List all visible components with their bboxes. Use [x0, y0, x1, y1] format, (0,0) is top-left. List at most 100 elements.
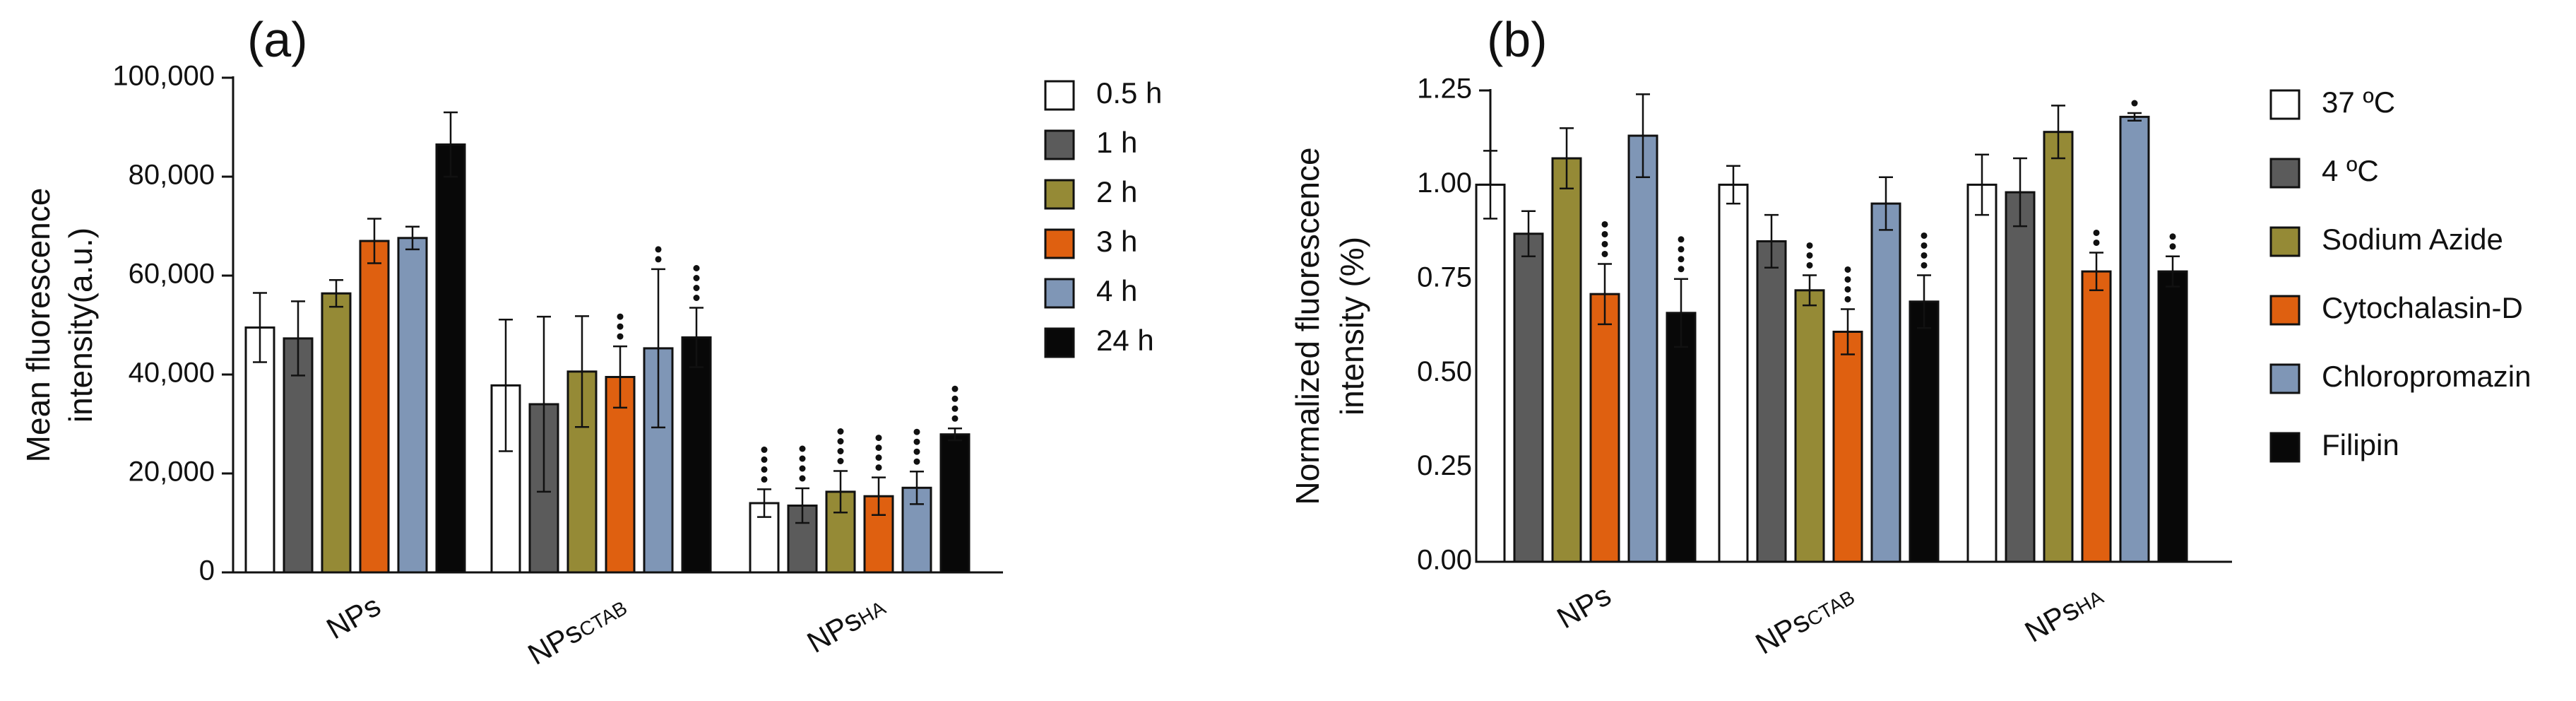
significance-dot — [2169, 233, 2176, 240]
significance-dot — [1678, 266, 1685, 273]
significance-dot — [1921, 242, 1928, 249]
y-tick-label: 0 — [199, 555, 215, 587]
significance-dot — [655, 246, 662, 253]
bar — [2043, 131, 2074, 563]
significance-dot — [875, 444, 882, 452]
bar — [2119, 115, 2150, 563]
bar — [1909, 300, 1940, 563]
significance-dot — [1806, 252, 1813, 259]
x-tick-label-main: NPs — [321, 589, 386, 645]
significance-dot — [799, 455, 806, 462]
significance-dot — [617, 323, 624, 330]
significance-dot — [837, 458, 844, 464]
significance-dot — [1678, 256, 1685, 263]
panel-label: (a) — [247, 12, 308, 67]
bar — [435, 143, 466, 574]
bar — [283, 337, 314, 574]
significance-dot — [875, 454, 882, 461]
legend-label: Filipin — [2322, 428, 2399, 461]
bar — [939, 433, 971, 574]
significance-dot — [1921, 232, 1928, 239]
legend-swatch — [2269, 158, 2301, 189]
significance-dot — [951, 385, 958, 392]
significance-dot — [761, 466, 768, 473]
significance-dot — [1844, 295, 1851, 302]
bar — [1589, 293, 1620, 563]
significance-dot — [761, 476, 768, 483]
legend-swatch — [1044, 327, 1075, 358]
legend-swatch — [1044, 278, 1075, 309]
bar — [244, 326, 275, 574]
panel-label: (b) — [1487, 12, 1548, 67]
significance-dot — [693, 265, 700, 271]
significance-dot — [693, 275, 700, 281]
legend-swatch — [1044, 228, 1075, 259]
significance-dot — [799, 445, 806, 452]
legend-swatch — [2269, 363, 2301, 394]
significance-dot — [913, 438, 920, 445]
bar — [1832, 331, 1863, 563]
chart-panel-a: (a) Mean fluorescence intensity(a.u.) 0 20,0… — [20, 12, 1162, 671]
y-tick-label: 80,000 — [129, 160, 215, 191]
significance-dot — [1806, 261, 1813, 269]
legend-swatch — [2269, 226, 2301, 257]
legend-swatch — [2269, 295, 2301, 326]
y-tick-label: 100,000 — [112, 61, 215, 92]
significance-dot — [617, 313, 624, 320]
bar — [1627, 134, 1658, 563]
significance-dot — [951, 415, 958, 422]
significance-dot — [951, 405, 958, 412]
significance-dot — [837, 428, 844, 435]
y-tick-label: 1.00 — [1417, 167, 1472, 199]
bar — [681, 336, 712, 574]
bar — [2081, 270, 2112, 563]
bar — [359, 240, 390, 574]
significance-dot — [1844, 285, 1851, 293]
legend-swatch — [2269, 89, 2301, 120]
legend-swatch — [1044, 179, 1075, 210]
significance-dot — [799, 475, 806, 482]
legend-label: 1 h — [1096, 126, 1137, 159]
bar — [1475, 183, 1506, 563]
bar — [1756, 240, 1787, 563]
legend-swatch — [1044, 129, 1075, 160]
legend-label: Sodium Azide — [2322, 223, 2503, 256]
significance-dot — [837, 438, 844, 444]
bar — [1551, 157, 1582, 563]
x-tick-label-subscript: CTAB — [576, 596, 631, 641]
y-axis-title-line: intensity(a.u.) — [62, 228, 99, 423]
x-tick-label: NPs — [321, 589, 386, 645]
significance-dot — [1601, 230, 1608, 237]
legend-label: Cytochalasin-D — [2322, 291, 2523, 324]
significance-dot — [1806, 242, 1813, 249]
significance-dot — [2093, 239, 2100, 246]
bar — [1870, 202, 1901, 563]
significance-dot — [2169, 243, 2176, 250]
legend-label: 3 h — [1096, 225, 1137, 258]
significance-dot — [693, 295, 700, 301]
y-tick-label: 1.25 — [1417, 73, 1472, 105]
significance-dot — [2093, 229, 2100, 236]
significance-dot — [1921, 261, 1928, 269]
legend-label: 4 h — [1096, 274, 1137, 307]
bar — [1666, 312, 1697, 563]
significance-dot — [1601, 250, 1608, 257]
y-axis-title-line: Normalized fluorescence — [1289, 147, 1326, 505]
bar — [2157, 270, 2188, 563]
bar — [397, 237, 428, 574]
x-tick-label-main: NPs — [1551, 578, 1616, 635]
significance-dot — [1844, 276, 1851, 283]
y-axis-title-line: intensity (%) — [1334, 237, 1370, 416]
significance-dot — [2131, 100, 2138, 107]
bar — [1794, 289, 1825, 563]
significance-dot — [761, 446, 768, 453]
y-tick-label: 0.00 — [1417, 545, 1472, 576]
chart-panel-b: (b) Normalized fluorescence intensity (%) 0… — [1289, 12, 2531, 661]
significance-dot — [693, 285, 700, 291]
significance-dot — [799, 465, 806, 472]
significance-dot — [761, 456, 768, 463]
legend-swatch — [1044, 80, 1075, 111]
x-tick-label: NPsHA — [2019, 578, 2108, 649]
